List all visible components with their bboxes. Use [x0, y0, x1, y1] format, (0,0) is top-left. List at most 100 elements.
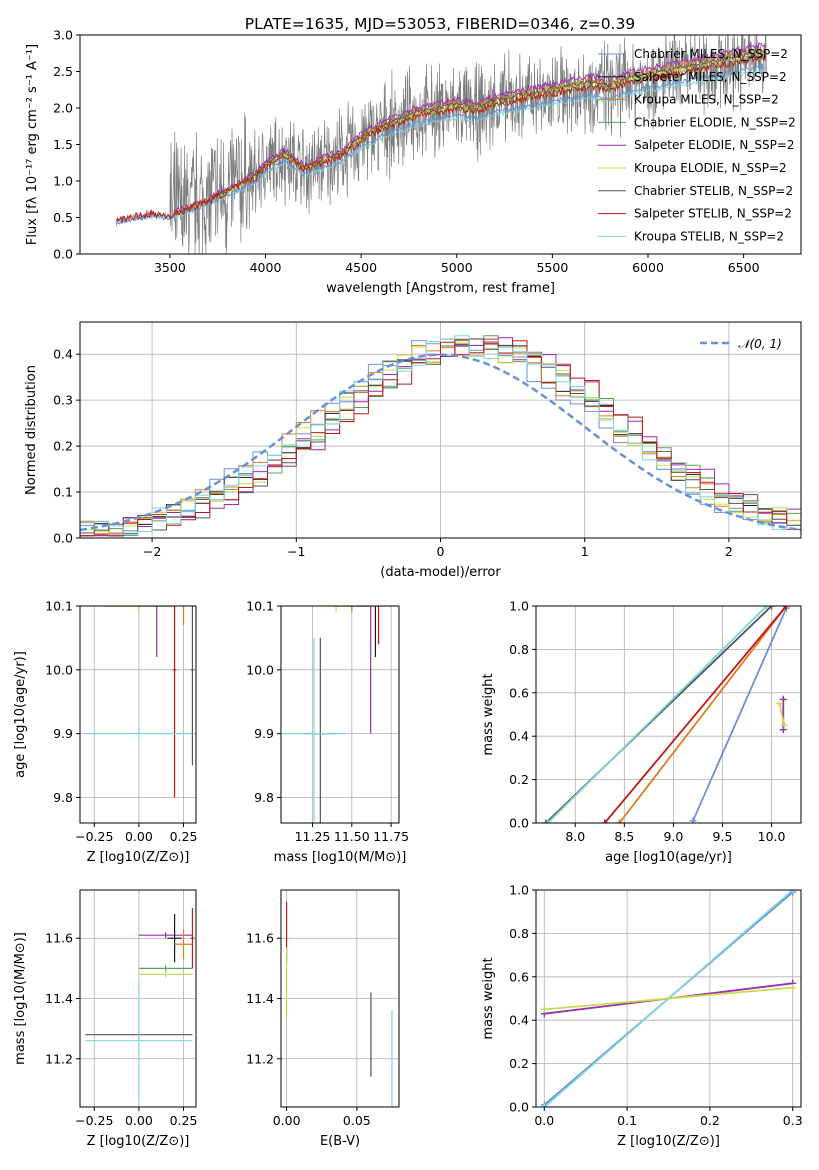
residual-hist-kroupa_stelib: [80, 335, 801, 535]
weight_z-ytick-label: 0.0: [509, 1100, 529, 1115]
z_age-point-chabrier_stelib: [190, 606, 195, 766]
weight_age-marker: [544, 819, 552, 823]
z_age-xlabel: Z [log10(Z/Z⊙)]: [87, 850, 190, 865]
figure-title: PLATE=1635, MJD=53053, FIBERID=0346, z=0…: [245, 15, 635, 33]
z_age-point-kroupa_elodie: [103, 606, 175, 613]
weight_age-xtick-label: 10.0: [758, 829, 786, 844]
ebv_mass-ytick-label: 11.6: [246, 931, 274, 946]
spectrum-axes: 3500 4000 4500 5000 5500 6000 6500 0.0 0.5 1.0 1.5…: [25, 28, 760, 297]
mass_age-point-chabrier_miles: [352, 542, 383, 606]
residuals-ytick-label: 0.0: [53, 531, 73, 546]
z_age-point-salpeter_elodie: [156, 606, 158, 658]
weight_age-ytick-label: 0.0: [509, 816, 529, 831]
weight_age-xtick-label: 8.0: [565, 829, 585, 844]
weight_age-line: [778, 703, 786, 726]
residuals-frame: [79, 321, 802, 539]
weight_age-marker: [763, 606, 771, 610]
weight_age-series-salpeter_elodie: [779, 695, 787, 734]
residuals-ytick-label: 0.2: [53, 439, 73, 454]
spectrum-xtick-label: 4000: [250, 260, 282, 275]
spectrum-frame: [79, 34, 802, 255]
z_mass-point-salpeter_miles: [167, 914, 182, 963]
z_age-frame: [79, 605, 197, 824]
spectrum-model-kroupa_miles: [173, 46, 767, 216]
spectrum-xtick-label: 5000: [441, 260, 473, 275]
legend-label-kroupa_stelib: Kroupa STELIB, N_SSP=2: [634, 229, 784, 243]
ebv_mass-ytick-label: 11.2: [246, 1051, 274, 1066]
ebv_mass-xtick-label: 0.05: [343, 1113, 371, 1128]
ebv_mass-frame: [280, 889, 400, 1108]
weight_z-line: [544, 986, 793, 1011]
weight_age-marker: [615, 819, 623, 823]
spectrum-ytick-label: 3.0: [53, 28, 73, 43]
z_age-xtick-label: 0.00: [125, 829, 153, 844]
weight_age-line: [692, 607, 788, 822]
z_mass-point-kroupa_miles: [174, 929, 193, 960]
spectrum-model-kroupa_elodie: [173, 49, 767, 217]
residuals-xlabel: (data-model)/error: [380, 565, 501, 580]
z_mass-ylabel: mass [log10(M/M⊙)]: [13, 932, 28, 1065]
weight_age-marker: [779, 726, 787, 734]
residuals-axes: −2 −1 0 1 2 0.0 0.1 0.2 0.3 0.4 (data-model)/error…: [24, 322, 801, 580]
weight_age-xtick-label: 8.5: [614, 829, 634, 844]
z_mass-point-kroupa_elodie: [138, 971, 193, 978]
weight_age-line: [604, 606, 787, 823]
weight_age-series-kroupa_elodie: [775, 700, 788, 729]
weight_age-marker: [775, 700, 783, 708]
z_age-ylabel: age [log10(age/yr)]: [13, 651, 28, 778]
z_age-ytick-label: 9.9: [53, 726, 73, 741]
residuals-xtick-label: 2: [725, 544, 733, 559]
legend-label-chabrier_stelib: Chabrier STELIB, N_SSP=2: [634, 184, 793, 198]
residual-hist-chabrier_stelib: [80, 338, 801, 534]
z_age-point-chabrier_miles: [185, 529, 192, 593]
spectrum-ytick-label: 1.0: [53, 174, 73, 189]
mass_age-point-kroupa_stelib: [282, 637, 346, 823]
residuals-ytick-label: 0.3: [53, 393, 73, 408]
weight_z-marker: [789, 890, 797, 894]
z_age-ytick-label: 10.0: [45, 662, 73, 677]
weight_age-xtick-label: 9.5: [713, 829, 733, 844]
weight_age-marker: [779, 695, 787, 703]
ebv_mass-axes: 0.00 0.05 11.2 11.4 11.6 E(B-V): [246, 890, 399, 1149]
mass_age-xtick-label: 11.50: [334, 829, 370, 844]
mass_age-xtick-label: 11.25: [295, 829, 331, 844]
residuals-xtick-label: −2: [143, 544, 161, 559]
residuals-ylabel: Normed distribution: [24, 365, 39, 495]
z_mass-ytick-label: 11.6: [45, 931, 73, 946]
spectrum-xtick-label: 5500: [536, 260, 568, 275]
spectrum-ytick-label: 2.5: [53, 64, 73, 79]
weight_z-ytick-label: 0.6: [509, 969, 529, 984]
spectrum-xtick-label: 4500: [345, 260, 377, 275]
weight_z-series-kroupa_elodie: [540, 984, 797, 1013]
residuals-xtick-label: 0: [437, 544, 445, 559]
z_mass-xlabel: Z [log10(Z/Z⊙)]: [87, 1134, 190, 1149]
legend-label-chabrier_miles: Chabrier MILES, N_SSP=2: [634, 47, 788, 61]
legend-label-kroupa_elodie: Kroupa ELODIE, N_SSP=2: [634, 161, 787, 175]
residuals-xtick-label: −1: [287, 544, 305, 559]
mass_age-ytick-label: 10.0: [246, 662, 274, 677]
z_age-xtick-label: 0.25: [170, 829, 198, 844]
spectrum-model-chabrier_elodie: [173, 53, 767, 216]
spectrum-ytick-label: 0.0: [53, 247, 73, 262]
z_mass-xtick-label: 0.25: [170, 1113, 198, 1128]
weight_age-ylabel: mass weight: [481, 673, 496, 755]
spectrum-xtick-label: 6000: [632, 260, 664, 275]
spectrum-ytick-label: 0.5: [53, 210, 73, 225]
legend-label-kroupa_miles: Kroupa MILES, N_SSP=2: [634, 93, 779, 107]
z_age-ytick-label: 9.8: [53, 790, 73, 805]
spectrum-model-salpeter_stelib: [115, 52, 767, 223]
legend-label-salpeter_elodie: Salpeter ELODIE, N_SSP=2: [634, 138, 795, 152]
weight_z-marker: [540, 1005, 548, 1013]
weight_z-ytick-label: 0.2: [509, 1056, 529, 1071]
residuals-ytick-label: 0.4: [53, 347, 73, 362]
spectrum-model-salpeter_elodie: [173, 42, 767, 213]
weight_z-xtick-label: 0.0: [534, 1113, 554, 1128]
mass_age-xlabel: mass [log10(M/M⊙)]: [274, 850, 407, 865]
mass_age-ytick-label: 9.8: [254, 790, 274, 805]
weight_age-marker: [542, 819, 550, 823]
spectrum-ytick-label: 2.0: [53, 101, 73, 116]
weight_age-ytick-label: 1.0: [509, 599, 529, 614]
weight_z-marker: [540, 1103, 548, 1107]
weight_age-ytick-label: 0.2: [509, 772, 529, 787]
